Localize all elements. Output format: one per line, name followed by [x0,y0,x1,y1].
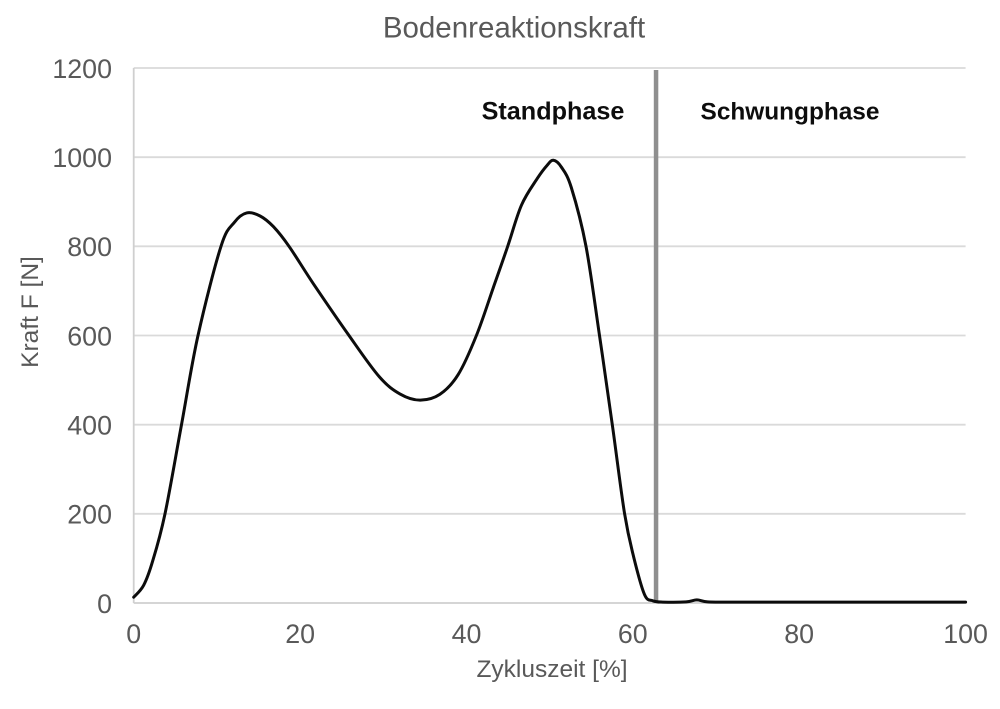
svg-text:Standphase: Standphase [482,97,625,125]
svg-text:Kraft F [N]: Kraft F [N] [17,256,44,368]
svg-text:800: 800 [67,232,112,262]
svg-text:100: 100 [943,619,988,649]
svg-text:1000: 1000 [52,143,112,173]
svg-text:400: 400 [67,411,112,441]
svg-text:Schwungphase: Schwungphase [701,98,880,125]
svg-text:600: 600 [67,321,112,351]
svg-text:1200: 1200 [52,54,112,84]
svg-text:200: 200 [67,500,112,530]
svg-text:20: 20 [285,619,315,649]
svg-text:80: 80 [784,619,814,649]
svg-text:0: 0 [97,589,112,619]
svg-text:60: 60 [618,619,648,649]
svg-text:40: 40 [452,619,482,649]
svg-text:Bodenreaktionskraft: Bodenreaktionskraft [383,12,645,45]
svg-text:Zykluszeit [%]: Zykluszeit [%] [476,656,627,683]
svg-text:0: 0 [126,619,141,649]
